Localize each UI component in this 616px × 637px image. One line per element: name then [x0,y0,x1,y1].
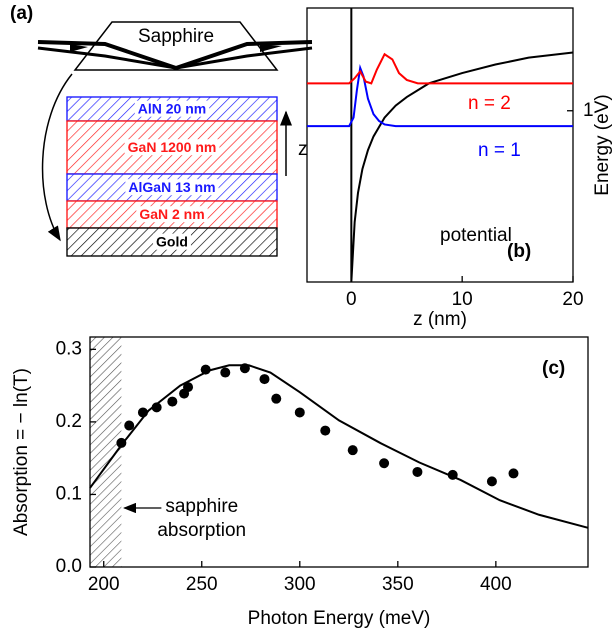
data-point [379,458,390,469]
beam [37,46,177,70]
annotation: absorption [157,520,246,541]
y-tick-label: 1 [583,100,594,121]
label-bg [136,206,208,223]
panel-label: (b) [507,241,531,262]
data-point [259,374,270,385]
y-axis-label: Absorption = − ln(T) [11,368,32,536]
curved-arrow [41,73,73,242]
beam [175,46,313,70]
prism-label: Sapphire [138,26,214,47]
layer-label: GaN 2 nm [139,206,204,222]
data-point [271,393,282,404]
data-point [486,476,497,487]
label-bg [125,179,219,196]
data-point [220,367,231,378]
data-point [151,402,162,413]
layer-label: Gold [156,234,188,250]
series-line [307,64,573,128]
series-label: n = 1 [478,140,521,161]
data-point [137,407,148,418]
x-tick-label: 20 [562,289,583,310]
layer-label: AlN 20 nm [138,101,206,117]
beam-arrow [260,44,282,52]
series-line [350,8,574,283]
x-tick-label: 10 [452,289,473,310]
data-point [200,364,211,375]
y-tick-label: 0.1 [56,483,82,504]
x-tick-label: 300 [284,574,316,595]
y-tick-label: 0.3 [56,338,82,359]
x-tick-label: 350 [382,574,414,595]
data-point [167,396,178,407]
data-point [183,382,194,393]
data-point [508,468,519,479]
beam-arrow [70,44,88,52]
y-axis-label: Energy (eV) [592,94,613,195]
x-tick-label: 0 [346,289,357,310]
plot-frame [306,7,574,283]
annotation: potential [440,225,512,246]
data-point [239,363,250,374]
label-bg [153,233,191,250]
layer-label: GaN 1200 nm [128,139,217,155]
data-point [294,407,305,418]
z-label: z [298,139,308,160]
data-point [124,420,135,431]
plot-frame [89,336,589,568]
panel-label: (c) [542,358,565,379]
annotation: sapphire [165,496,238,517]
layer-label: AlGaN 13 nm [128,179,215,195]
panel-label: (a) [10,3,33,24]
x-tick-label: 250 [186,574,218,595]
data-point [447,469,458,480]
data-point [412,466,423,477]
label-bg [124,139,220,156]
label-bg [134,100,210,117]
model-curve [89,364,589,529]
data-point [320,425,331,436]
data-point [347,445,358,456]
data-point [116,437,127,448]
series-line [307,52,573,85]
series-label: n = 2 [468,93,511,114]
plots: 0 10 20 1 z (nm) Energy (eV) (b) n = 1 n = 2 pote… [11,7,613,629]
x-tick-label: 400 [480,574,512,595]
x-axis-label: z (nm) [413,309,467,330]
x-tick-label: 200 [88,574,120,595]
layer-stack: AlN 20 nm GaN 1200 nm AlGaN 13 nm GaN 2 nm G… [66,96,278,257]
x-axis-label: Photon Energy (meV) [248,608,431,629]
y-tick-label: 0.2 [56,411,82,432]
y-tick-label: 0.0 [56,556,82,577]
